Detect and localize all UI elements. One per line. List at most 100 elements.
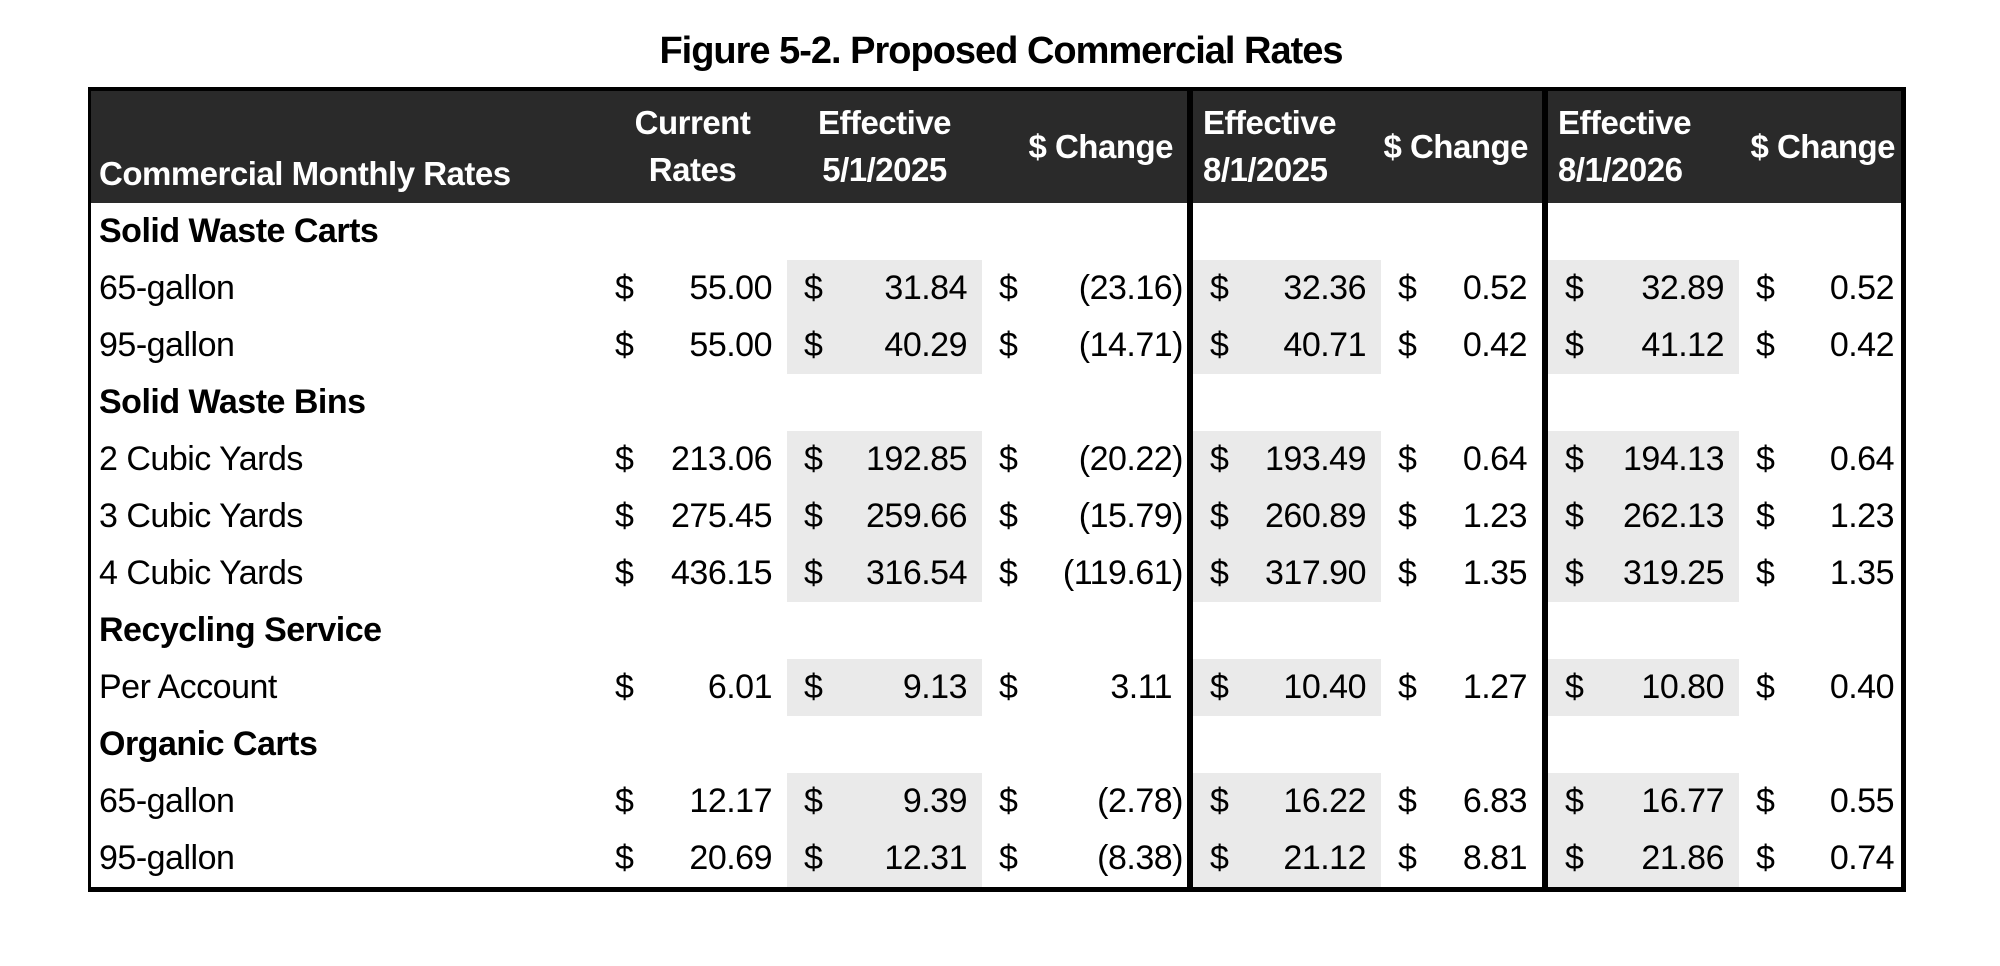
currency-symbol: $ [804, 554, 823, 592]
currency-symbol: $ [804, 440, 823, 478]
empty-cell [1187, 203, 1381, 260]
rate-value: 436.15 [671, 554, 773, 592]
currency-symbol: $ [1756, 440, 1775, 478]
rate-cell-current-rates: $12.17 [598, 773, 787, 830]
empty-cell [598, 602, 787, 659]
currency-symbol: $ [615, 668, 634, 706]
empty-cell [1381, 374, 1542, 431]
rate-cell-change-8-1-2026: $1.35 [1739, 545, 1909, 602]
table-row: 2 Cubic Yards $213.06 $192.85 $ (20.22) $193.… [91, 431, 1901, 488]
currency-symbol: $ [1565, 497, 1584, 535]
column-header-change-8-1-2025: $ Change [1383, 128, 1528, 165]
rate-value: (119.61) [1062, 554, 1184, 592]
row-label: 95-gallon [99, 839, 235, 877]
rate-value: 6.01 [707, 668, 773, 706]
rate-value: 260.89 [1265, 497, 1367, 535]
rate-value: 12.17 [689, 782, 772, 820]
row-label: 3 Cubic Yards [99, 497, 303, 535]
rate-cell-effective-8-1-2025: $32.36 [1187, 260, 1381, 317]
column-header-change-8-1-2026: $ Change [1750, 128, 1895, 165]
rate-value: 6.83 [1462, 782, 1528, 820]
rate-value: 316.54 [866, 554, 968, 592]
currency-symbol: $ [615, 839, 634, 877]
rate-cell-effective-8-1-2026: $194.13 [1542, 431, 1739, 488]
rate-cell-change-8-1-2026: $0.55 [1739, 773, 1909, 830]
empty-cell [1187, 602, 1381, 659]
rate-cell-change-8-1-2025: $0.52 [1381, 260, 1542, 317]
rate-value: 20.69 [689, 839, 772, 877]
rate-cell-current-rates: $436.15 [598, 545, 787, 602]
rate-cell-change-8-1-2025: $8.81 [1381, 830, 1542, 887]
rate-cell-current-rates: $213.06 [598, 431, 787, 488]
rate-value: (15.79) [1078, 497, 1184, 535]
table-row: 65-gallon $12.17 $9.39 $ (2.78) $16.22 $6.83 $1… [91, 773, 1901, 830]
currency-symbol: $ [615, 554, 634, 592]
currency-symbol: $ [1210, 782, 1229, 820]
currency-symbol: $ [1398, 668, 1417, 706]
table-row: 4 Cubic Yards $436.15 $316.54 $ (119.61) $317… [91, 545, 1901, 602]
rate-value: 0.52 [1829, 269, 1895, 307]
rate-value: 41.12 [1641, 326, 1724, 364]
rate-value: 8.81 [1462, 839, 1528, 877]
table-header-row: Commercial Monthly Rates Current Rates E… [91, 91, 1901, 203]
rate-value: 40.71 [1283, 326, 1366, 364]
rate-cell-effective-8-1-2026: $262.13 [1542, 488, 1739, 545]
rate-value: 1.35 [1462, 554, 1528, 592]
currency-symbol: $ [1398, 326, 1417, 364]
rate-cell-effective-5-1-2025: $9.39 [787, 773, 982, 830]
currency-symbol: $ [1210, 554, 1229, 592]
rate-cell-current-rates: $275.45 [598, 488, 787, 545]
rate-cell-current-rates: $20.69 [598, 830, 787, 887]
rate-value: 1.27 [1462, 668, 1528, 706]
row-label: Recycling Service [99, 611, 382, 649]
row-label: 2 Cubic Yards [99, 440, 303, 478]
rate-value: 32.89 [1641, 269, 1724, 307]
rate-cell-current-rates: $6.01 [598, 659, 787, 716]
currency-symbol: $ [804, 269, 823, 307]
row-label: Per Account [99, 668, 277, 706]
rate-cell-change-8-1-2025: $1.35 [1381, 545, 1542, 602]
rate-cell-effective-8-1-2025: $193.49 [1187, 431, 1381, 488]
rate-value: 1.35 [1829, 554, 1895, 592]
currency-symbol: $ [1565, 839, 1584, 877]
rate-value: 0.74 [1829, 839, 1895, 877]
currency-symbol: $ [615, 782, 634, 820]
rate-value: 12.31 [884, 839, 967, 877]
rate-cell-effective-8-1-2026: $21.86 [1542, 830, 1739, 887]
rate-value: 0.40 [1829, 668, 1895, 706]
empty-cell [982, 716, 1187, 773]
currency-symbol: $ [999, 782, 1018, 820]
rate-value: (8.38) [1097, 839, 1183, 877]
empty-cell [982, 203, 1187, 260]
rate-value: 10.40 [1283, 668, 1366, 706]
currency-symbol: $ [1565, 554, 1584, 592]
rate-value: 192.85 [866, 440, 968, 478]
table-body: Solid Waste Carts 65-gallon $55.00 $31.84 $(… [91, 203, 1901, 887]
rate-value: 55.00 [689, 326, 772, 364]
row-label: 65-gallon [99, 269, 235, 307]
empty-cell [1739, 203, 1909, 260]
currency-symbol: $ [1398, 782, 1417, 820]
empty-cell [598, 203, 787, 260]
rate-cell-effective-8-1-2026: $10.80 [1542, 659, 1739, 716]
rate-cell-effective-8-1-2025: $10.40 [1187, 659, 1381, 716]
currency-symbol: $ [1210, 497, 1229, 535]
rate-value: 275.45 [671, 497, 773, 535]
rate-value: 319.25 [1623, 554, 1725, 592]
empty-cell [1187, 374, 1381, 431]
rate-value: 0.55 [1829, 782, 1895, 820]
currency-symbol: $ [999, 440, 1018, 478]
row-label: Solid Waste Carts [99, 212, 379, 250]
currency-symbol: $ [804, 497, 823, 535]
currency-symbol: $ [1756, 782, 1775, 820]
rate-cell-change-8-1-2026: $0.40 [1739, 659, 1909, 716]
currency-symbol: $ [1565, 269, 1584, 307]
currency-symbol: $ [1756, 269, 1775, 307]
column-header-effective-8-1-2025: Effective 8/1/2025 [1187, 91, 1381, 203]
rate-value: 194.13 [1623, 440, 1725, 478]
empty-cell [787, 716, 982, 773]
rate-cell-change-8-1-2026: $0.42 [1739, 317, 1909, 374]
currency-symbol: $ [999, 269, 1018, 307]
currency-symbol: $ [1398, 497, 1417, 535]
currency-symbol: $ [804, 668, 823, 706]
